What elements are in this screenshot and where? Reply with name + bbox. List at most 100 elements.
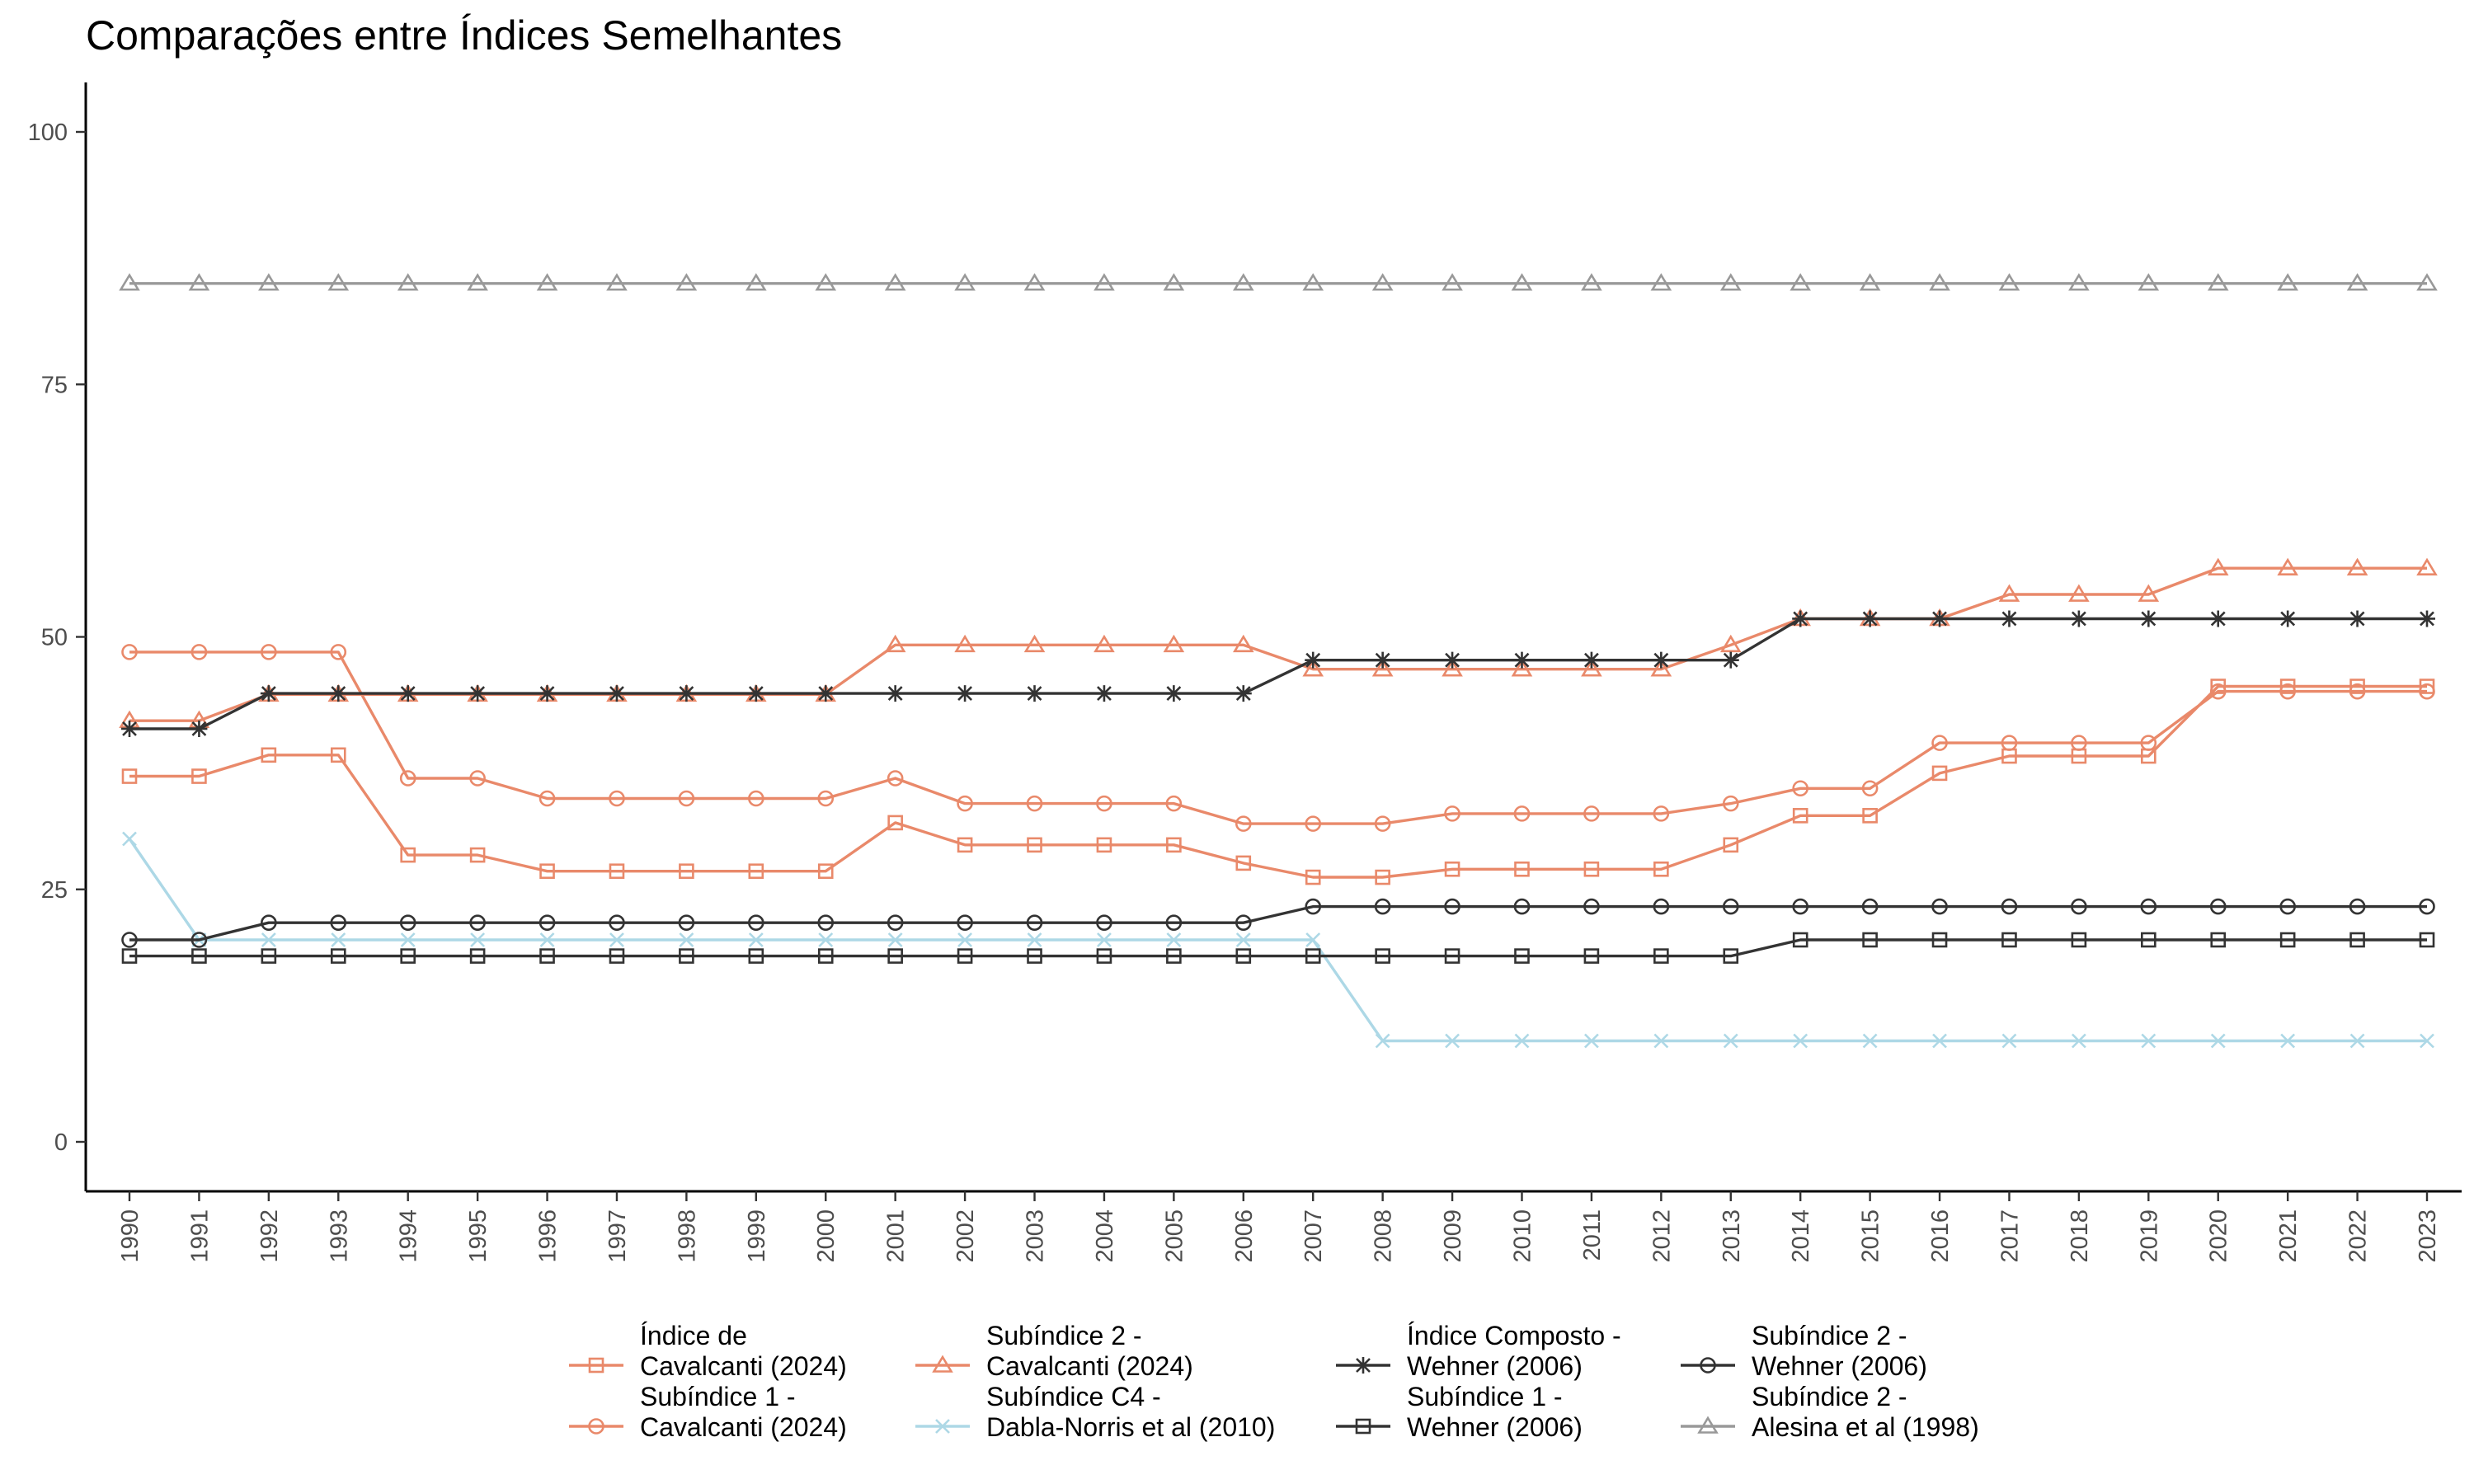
x-tick-label-2018: 2018 [2067, 1209, 2093, 1263]
data-point-1-13 [1026, 795, 1043, 812]
data-point-6-33 [2419, 898, 2435, 915]
data-point-4-5 [469, 685, 487, 702]
data-point-3-31 [2280, 1033, 2296, 1049]
legend-label-line: Wehner (2006) [1407, 1351, 1583, 1381]
data-point-7-23 [1719, 273, 1742, 291]
x-tick-label-2000: 2000 [813, 1209, 840, 1263]
data-point-2-32 [2346, 557, 2368, 576]
data-point-3-13 [1027, 932, 1042, 947]
data-point-1-20 [1513, 805, 1531, 822]
series-line-4 [129, 617, 2427, 730]
x-tick-label-1991: 1991 [186, 1209, 213, 1263]
data-point-1-22 [1653, 805, 1670, 822]
x-tick-label-2009: 2009 [1440, 1209, 1466, 1263]
x-tick-label-1993: 1993 [326, 1209, 352, 1263]
legend-label-1: Subíndice 1 -Cavalcanti (2024) [640, 1382, 847, 1442]
data-point-2-20 [1511, 659, 1533, 677]
legend-label-4: Índice Composto -Wehner (2006) [1407, 1321, 1621, 1381]
data-point-0-4 [400, 847, 416, 863]
data-point-2-18 [1371, 659, 1394, 677]
data-point-5-28 [2071, 932, 2087, 948]
series-7 [119, 273, 2438, 291]
data-point-3-11 [887, 932, 903, 947]
data-point-7-4 [397, 273, 419, 291]
data-point-3-22 [1653, 1033, 1669, 1049]
legend-label-line: Dabla-Norris et al (2010) [986, 1412, 1275, 1442]
data-point-5-16 [1235, 948, 1252, 964]
legend-label-line: Cavalcanti (2024) [640, 1412, 847, 1442]
x-tick-label-2023: 2023 [2415, 1209, 2441, 1263]
y-tick-label-75: 75 [41, 372, 68, 398]
data-point-4-21 [1583, 651, 1600, 669]
data-point-5-22 [1653, 948, 1669, 964]
legend-label-line: Subíndice 1 - [1407, 1382, 1563, 1411]
legend-label-line: Subíndice C4 - [986, 1382, 1161, 1411]
data-point-5-2 [261, 948, 277, 964]
legend-swatch-marker-6 [1700, 1357, 1716, 1374]
data-point-4-31 [2279, 610, 2297, 627]
data-point-4-6 [539, 685, 556, 702]
data-point-0-18 [1375, 869, 1390, 885]
data-point-7-9 [745, 273, 767, 291]
y-tick-label-0: 0 [54, 1129, 68, 1156]
legend-item-2: Subíndice 2 -Cavalcanti (2024) [915, 1321, 1193, 1381]
data-point-3-2 [261, 932, 276, 947]
data-point-0-25 [1862, 808, 1878, 824]
data-point-7-26 [1929, 273, 1950, 291]
data-point-3-16 [1235, 932, 1251, 947]
data-point-2-29 [2138, 584, 2160, 602]
data-point-1-4 [399, 770, 416, 787]
data-point-5-30 [2210, 932, 2227, 948]
data-point-4-12 [957, 685, 974, 702]
data-point-3-9 [748, 932, 764, 947]
data-point-3-23 [1723, 1033, 1738, 1049]
data-point-0-6 [539, 863, 555, 879]
data-point-4-26 [1931, 610, 1949, 627]
data-point-4-3 [330, 685, 347, 702]
data-point-2-22 [1650, 659, 1672, 677]
data-point-5-8 [679, 948, 694, 964]
data-point-7-13 [1023, 273, 1046, 291]
data-point-6-11 [887, 914, 904, 931]
data-point-7-16 [1232, 273, 1254, 291]
series-3 [122, 831, 2434, 1049]
data-point-4-11 [887, 685, 904, 702]
data-point-3-32 [2349, 1033, 2365, 1049]
legend-label-line: Subíndice 2 - [1752, 1321, 1907, 1350]
legend-label-7: Subíndice 2 -Alesina et al (1998) [1752, 1382, 1979, 1442]
data-point-2-27 [1998, 584, 2020, 602]
data-point-2-17 [1302, 659, 1324, 677]
data-point-5-26 [1931, 932, 1948, 948]
x-tick-label-1998: 1998 [674, 1209, 700, 1263]
data-point-4-2 [260, 685, 277, 702]
data-point-7-0 [119, 273, 140, 291]
data-point-0-24 [1792, 808, 1808, 824]
data-point-4-27 [2001, 610, 2018, 627]
data-point-0-12 [957, 837, 973, 853]
series-line-3 [128, 838, 2427, 1043]
data-point-2-33 [2416, 557, 2438, 576]
data-point-7-8 [675, 273, 698, 291]
data-point-2-31 [2277, 557, 2298, 576]
data-point-4-10 [817, 685, 835, 702]
data-point-6-14 [1096, 914, 1112, 931]
x-tick-label-1994: 1994 [396, 1209, 422, 1263]
data-point-6-32 [2349, 898, 2366, 915]
x-tick-label-1996: 1996 [535, 1209, 562, 1263]
data-point-4-20 [1513, 651, 1531, 669]
data-point-1-17 [1305, 815, 1322, 832]
data-point-5-0 [121, 948, 138, 964]
x-tick-label-1999: 1999 [744, 1209, 770, 1263]
data-point-0-3 [330, 747, 346, 763]
data-point-1-26 [1931, 735, 1948, 751]
data-point-7-28 [2068, 273, 2090, 291]
data-point-3-26 [1932, 1033, 1947, 1049]
data-point-4-17 [1305, 651, 1322, 669]
data-point-7-14 [1094, 273, 1115, 291]
data-point-6-6 [539, 914, 556, 931]
data-point-1-0 [121, 644, 138, 660]
data-point-0-30 [2210, 679, 2227, 694]
data-point-1-10 [817, 790, 835, 807]
data-point-4-13 [1026, 685, 1043, 702]
legend-label-2: Subíndice 2 -Cavalcanti (2024) [986, 1321, 1193, 1381]
